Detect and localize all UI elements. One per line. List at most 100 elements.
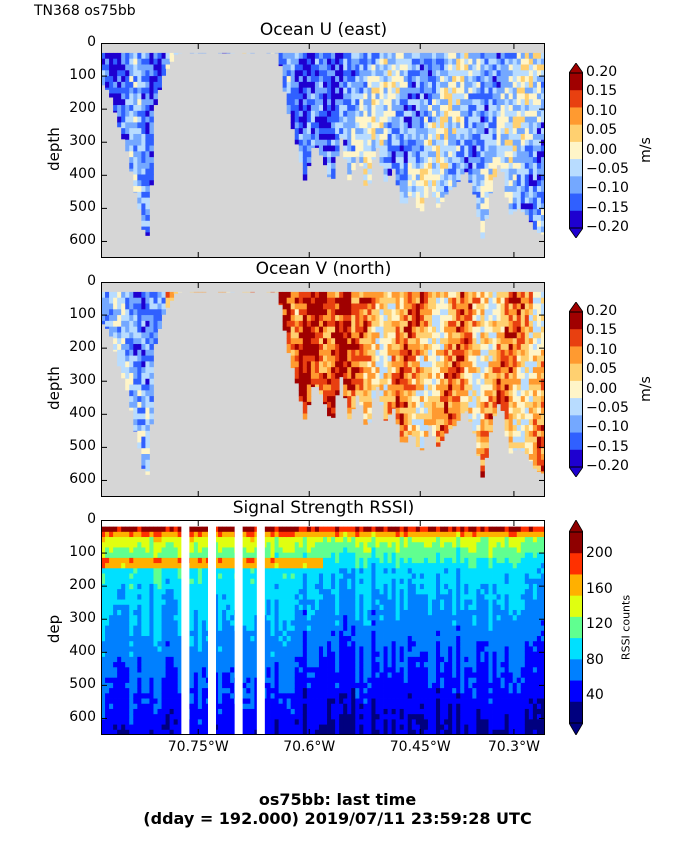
rssi-cell xyxy=(189,537,195,543)
rssi-cell xyxy=(173,667,179,673)
rssi-cell xyxy=(214,599,219,606)
velocity-cell xyxy=(302,291,308,299)
velocity-cell xyxy=(310,116,316,123)
velocity-cell xyxy=(125,344,130,351)
velocity-cell xyxy=(411,87,417,94)
velocity-cell xyxy=(149,87,154,94)
velocity-cell xyxy=(472,401,477,409)
velocity-cell xyxy=(153,87,158,94)
velocity-cell xyxy=(512,396,518,403)
rssi-cell xyxy=(137,552,142,559)
rssi-cell xyxy=(161,609,166,616)
velocity-cell xyxy=(117,58,122,65)
velocity-cell xyxy=(456,99,461,106)
rssi-cell xyxy=(109,630,114,637)
velocity-cell xyxy=(367,320,372,328)
velocity-cell xyxy=(427,186,433,187)
velocity-cell xyxy=(310,332,316,339)
rssi-cell xyxy=(145,672,150,679)
velocity-cell xyxy=(359,338,364,345)
velocity-cell xyxy=(302,70,308,77)
rssi-cell xyxy=(157,547,162,554)
velocity-cell xyxy=(448,361,453,368)
velocity-cell xyxy=(460,145,465,152)
velocity-cell xyxy=(391,332,397,339)
velocity-cell xyxy=(367,303,372,310)
velocity-cell xyxy=(105,320,110,328)
velocity-cell xyxy=(347,407,352,414)
velocity-cell xyxy=(448,122,453,129)
velocity-cell xyxy=(532,215,538,222)
rssi-cell xyxy=(125,547,130,554)
velocity-cell xyxy=(149,361,154,368)
velocity-cell xyxy=(496,355,501,362)
rssi-cell xyxy=(230,547,235,554)
velocity-cell xyxy=(520,401,526,409)
velocity-cell xyxy=(476,413,481,420)
velocity-cell xyxy=(282,58,288,65)
velocity-cell xyxy=(524,116,530,123)
rssi-cell xyxy=(218,688,223,694)
velocity-cell xyxy=(367,133,372,141)
rssi-cell xyxy=(121,656,126,663)
velocity-cell xyxy=(367,309,372,316)
rssi-cell xyxy=(133,672,138,679)
velocity-cell xyxy=(157,320,162,328)
velocity-cell xyxy=(419,105,425,112)
rssi-cell xyxy=(113,599,118,606)
velocity-cell xyxy=(444,81,449,89)
velocity-cell xyxy=(484,93,489,100)
velocity-cell xyxy=(472,128,477,135)
velocity-cell xyxy=(488,413,493,420)
velocity-cell xyxy=(387,344,393,351)
velocity-cell xyxy=(129,168,134,172)
velocity-cell xyxy=(456,116,461,123)
velocity-cell xyxy=(536,303,542,310)
rssi-cell xyxy=(214,531,219,538)
velocity-cell xyxy=(339,309,344,316)
velocity-cell xyxy=(302,122,308,129)
velocity-cell xyxy=(540,133,545,141)
velocity-cell xyxy=(419,81,425,89)
velocity-cell xyxy=(298,303,304,310)
velocity-cell xyxy=(528,297,534,304)
velocity-cell xyxy=(431,122,437,129)
velocity-cell xyxy=(460,58,465,65)
velocity-cell xyxy=(125,116,130,123)
velocity-cell xyxy=(456,326,461,333)
velocity-cell xyxy=(331,349,336,356)
velocity-cell xyxy=(298,99,304,106)
velocity-cell xyxy=(105,76,110,83)
velocity-cell xyxy=(133,186,138,193)
velocity-cell xyxy=(444,145,449,152)
velocity-cell xyxy=(488,93,493,100)
velocity-cell xyxy=(520,110,526,117)
velocity-cell xyxy=(133,430,138,432)
velocity-cell xyxy=(347,315,352,322)
velocity-cell xyxy=(153,291,158,299)
velocity-cell xyxy=(524,448,530,455)
rssi-cell xyxy=(153,557,158,564)
velocity-cell xyxy=(290,297,296,304)
velocity-cell xyxy=(363,116,368,123)
rssi-cell xyxy=(214,625,219,632)
velocity-cell xyxy=(306,401,312,406)
velocity-cell xyxy=(448,338,453,345)
velocity-cell xyxy=(452,413,457,420)
velocity-cell xyxy=(427,99,433,106)
velocity-cell xyxy=(125,332,130,339)
velocity-cell xyxy=(109,291,114,299)
velocity-cell xyxy=(496,396,501,403)
rssi-cell xyxy=(141,620,146,626)
velocity-cell xyxy=(411,191,417,198)
velocity-cell xyxy=(391,326,397,333)
velocity-cell xyxy=(536,76,542,83)
rssi-cell xyxy=(109,609,114,616)
velocity-cell xyxy=(528,110,534,117)
velocity-cell xyxy=(512,320,518,328)
rssi-cell xyxy=(222,568,227,574)
velocity-cell xyxy=(427,349,433,356)
velocity-cell xyxy=(278,297,284,304)
velocity-cell xyxy=(528,442,534,449)
velocity-cell xyxy=(468,145,473,152)
